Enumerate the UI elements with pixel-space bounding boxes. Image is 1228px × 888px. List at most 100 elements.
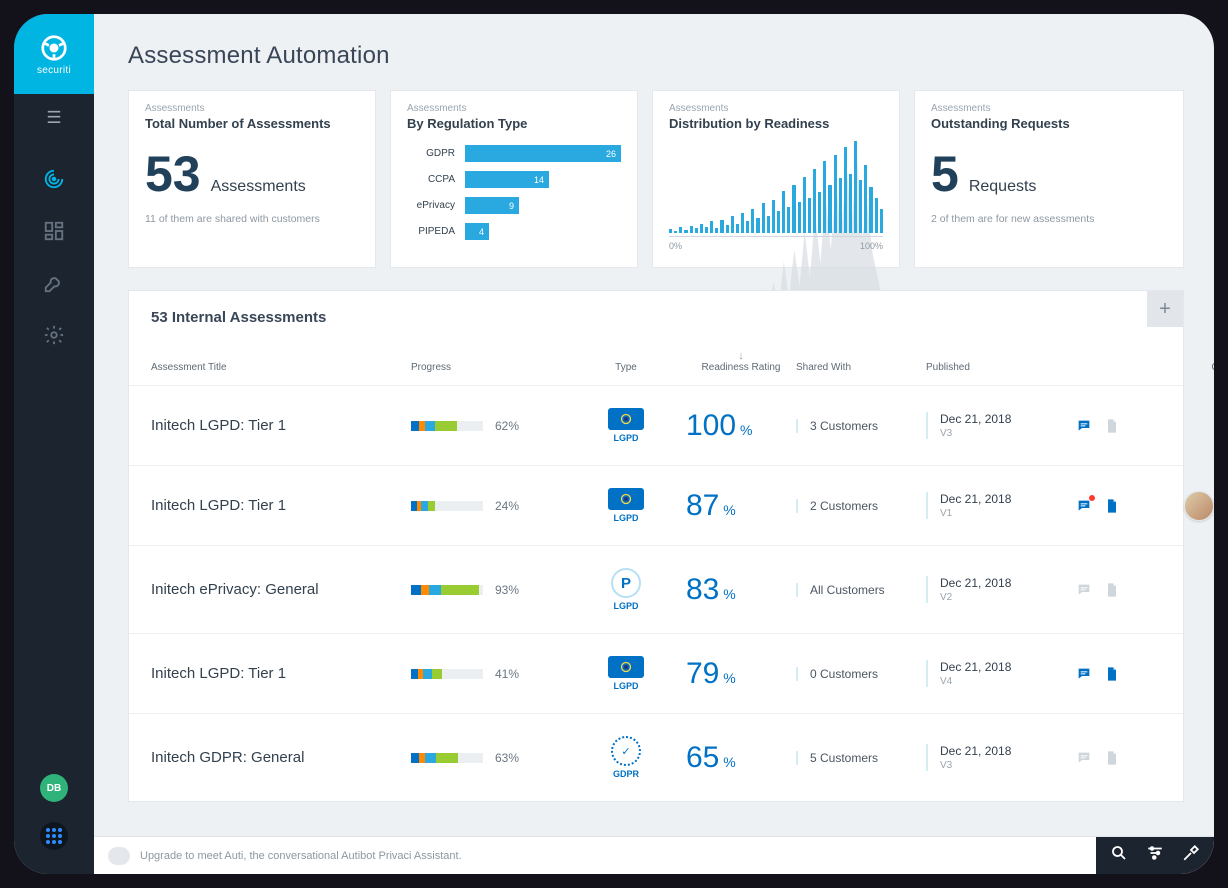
card-heading: Total Number of Assessments	[145, 116, 359, 131]
brand-name: securiti	[37, 65, 71, 76]
comment-icon[interactable]	[1076, 498, 1092, 514]
col-readiness[interactable]: Readiness Rating	[686, 350, 796, 373]
col-published[interactable]: Published	[926, 362, 1076, 373]
readiness-value: 83 %	[686, 573, 796, 607]
nav-icon-radar[interactable]	[41, 166, 67, 192]
histogram-bar	[679, 227, 682, 233]
table-row[interactable]: Initech LGPD: Tier 1 41% LGPD 79 % 0 Cus…	[129, 634, 1183, 714]
histogram-bar	[700, 224, 703, 233]
histogram-bar	[798, 202, 801, 233]
progress-percent: 63%	[495, 751, 519, 765]
histogram-bar	[746, 221, 749, 233]
card-value: 5	[931, 149, 959, 199]
type-label: LGPD	[613, 601, 638, 611]
shared-with: 3 Customers	[796, 419, 926, 433]
filter-icon[interactable]	[1146, 844, 1164, 867]
comment-icon[interactable]	[1076, 666, 1092, 682]
histogram-bar	[756, 218, 759, 233]
comment-icon[interactable]	[1076, 582, 1092, 598]
histogram-bar	[854, 141, 857, 233]
axis-label-left: 0%	[669, 241, 682, 251]
card-eyebrow: Assessments	[407, 103, 621, 114]
col-title[interactable]: Assessment Title	[151, 362, 411, 373]
readiness-value: 87 %	[686, 489, 796, 523]
card-outstanding-requests: Assessments Outstanding Requests 5 Reque…	[914, 90, 1184, 268]
histogram-bar	[864, 165, 867, 233]
hbar-label: GDPR	[407, 148, 455, 159]
hbar-label: ePrivacy	[407, 200, 455, 211]
histogram-bar	[880, 209, 883, 233]
row-title: Initech GDPR: General	[151, 749, 411, 766]
histogram-bar	[813, 169, 816, 233]
menu-toggle-icon[interactable]: ☰	[46, 108, 61, 128]
col-shared[interactable]: Shared With	[796, 362, 926, 373]
hbar-label: PIPEDA	[407, 226, 455, 237]
readiness-value: 79 %	[686, 657, 796, 691]
col-type[interactable]: Type	[566, 362, 686, 373]
apps-menu-icon[interactable]	[40, 822, 68, 850]
type-flag-icon	[608, 656, 644, 678]
card-eyebrow: Assessments	[145, 103, 359, 114]
type-p-icon: P	[611, 568, 641, 598]
progress-bar	[411, 753, 483, 763]
histogram-bar	[849, 174, 852, 233]
col-progress[interactable]: Progress	[411, 362, 566, 373]
page-title: Assessment Automation	[128, 14, 1184, 90]
nav-icon-gear[interactable]	[41, 322, 67, 348]
card-value-label: Requests	[969, 178, 1037, 196]
document-icon[interactable]	[1104, 498, 1120, 514]
published-version: V3	[940, 428, 1076, 439]
histogram-bar	[787, 207, 790, 233]
progress-bar	[411, 421, 483, 431]
hbar-label: CCPA	[407, 174, 455, 185]
col-owners[interactable]: Owners	[1146, 362, 1214, 373]
published-date: Dec 21, 2018	[940, 576, 1076, 590]
table-row[interactable]: Initech GDPR: General 63% ✓GDPR 65 % 5 C…	[129, 714, 1183, 801]
histogram-bar	[767, 216, 770, 233]
type-stars-icon: ✓	[611, 736, 641, 766]
histogram-bar	[669, 229, 672, 233]
card-value: 53	[145, 149, 201, 199]
chat-bubble-icon[interactable]	[108, 847, 130, 865]
nav-icon-dashboard[interactable]	[41, 218, 67, 244]
document-icon[interactable]	[1104, 582, 1120, 598]
histogram-bar	[726, 225, 729, 233]
card-by-regulation: Assessments By Regulation Type GDPR 26CC…	[390, 90, 638, 268]
search-icon[interactable]	[1110, 844, 1128, 867]
user-avatar-badge[interactable]: DB	[40, 774, 68, 802]
brand-logo[interactable]: securiti	[14, 14, 94, 94]
comment-icon[interactable]	[1076, 418, 1092, 434]
type-label: LGPD	[613, 513, 638, 523]
histogram-bar	[875, 198, 878, 233]
histogram-bar	[690, 226, 693, 233]
bottom-bar: Upgrade to meet Auti, the conversational…	[94, 836, 1214, 874]
document-icon[interactable]	[1104, 666, 1120, 682]
card-subtext: 2 of them are for new assessments	[931, 213, 1167, 225]
type-flag-icon	[608, 408, 644, 430]
published-date: Dec 21, 2018	[940, 744, 1076, 758]
progress-bar	[411, 669, 483, 679]
document-icon[interactable]	[1104, 750, 1120, 766]
comment-icon[interactable]	[1076, 750, 1092, 766]
histogram-bar	[720, 220, 723, 233]
shared-with: 5 Customers	[796, 751, 926, 765]
assessments-table: + 53 Internal Assessments Assessment Tit…	[128, 290, 1184, 802]
histogram-bar	[674, 231, 677, 233]
table-row[interactable]: Initech ePrivacy: General 93% PLGPD 83 %…	[129, 546, 1183, 634]
row-title: Initech LGPD: Tier 1	[151, 665, 411, 682]
table-row[interactable]: Initech LGPD: Tier 1 24% LGPD 87 % 2 Cus…	[129, 466, 1183, 546]
card-heading: By Regulation Type	[407, 116, 621, 131]
add-assessment-button[interactable]: +	[1147, 291, 1183, 327]
axis-label-right: 100%	[860, 241, 883, 251]
document-icon[interactable]	[1104, 418, 1120, 434]
histogram-bar	[792, 185, 795, 233]
published-version: V1	[940, 508, 1076, 519]
table-row[interactable]: Initech LGPD: Tier 1 62% LGPD 100 % 3 Cu…	[129, 386, 1183, 466]
histogram-bar	[859, 180, 862, 233]
owner-avatar[interactable]	[1184, 491, 1214, 521]
nav-icon-wrench[interactable]	[41, 270, 67, 296]
histogram-bar	[803, 177, 806, 233]
type-label: LGPD	[613, 433, 638, 443]
hbar-fill: 14	[465, 171, 549, 188]
tool-icon[interactable]	[1182, 844, 1200, 867]
